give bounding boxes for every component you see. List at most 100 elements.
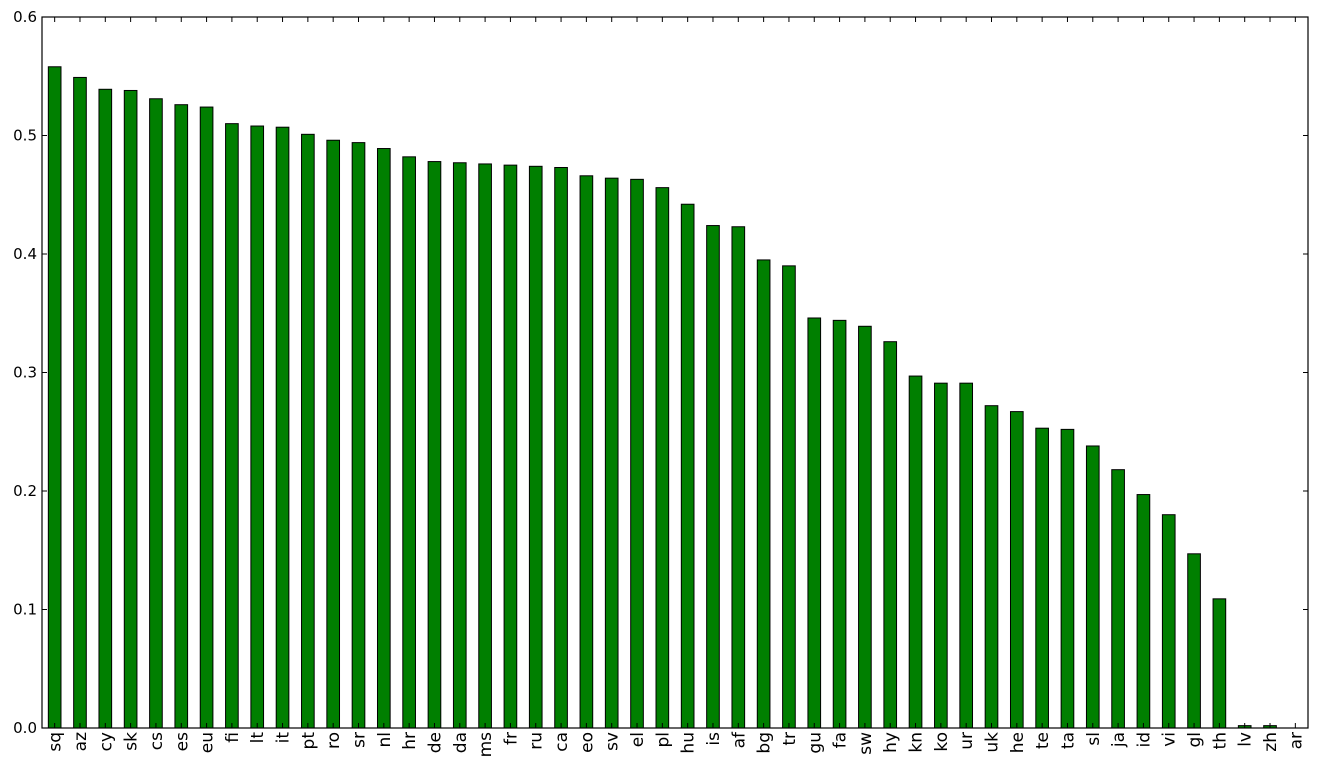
bar-vi	[1161, 514, 1176, 729]
x-tick-label-eu: eu	[198, 732, 218, 753]
x-tick-label-az: az	[71, 732, 91, 751]
x-tick-labels: sq az cy sk cs es eu fi lt it pt ro sr nl hr de da ms fr ru…	[46, 731, 1307, 757]
x-tick-label-ms: ms	[476, 732, 496, 758]
x-tick-label-ca: ca	[552, 732, 572, 752]
bar-az	[73, 76, 87, 729]
bar-eu	[199, 106, 214, 729]
x-tick-label-sr: sr	[350, 732, 370, 748]
x-tick-label-ja: ja	[1109, 732, 1129, 748]
x-tick-label-sl: sl	[1084, 732, 1104, 746]
x-tick-label-th: th	[1210, 732, 1230, 749]
x-tick-label-pt: pt	[299, 732, 319, 750]
x-tick-label-fr: fr	[501, 732, 521, 745]
bar-sq	[47, 66, 62, 729]
y-tick-label-0.4: 0.4	[13, 245, 37, 263]
x-tick-label-ro: ro	[324, 732, 344, 749]
x-tick-label-fi: fi	[223, 732, 243, 743]
y-tick-label-0.5: 0.5	[13, 127, 37, 145]
x-tick-label-sq: sq	[46, 732, 66, 752]
bar-es	[174, 104, 189, 729]
bar-id	[1136, 494, 1151, 729]
bar-sl	[1085, 445, 1100, 729]
bar-ro	[326, 139, 341, 729]
x-tick-label-sv: sv	[603, 732, 623, 751]
y-tick-label-0.6: 0.6	[13, 8, 37, 26]
bar-hy	[883, 341, 898, 729]
x-tick-label-he: he	[1008, 732, 1028, 753]
bar-sr	[351, 142, 366, 729]
bar-eo	[579, 175, 594, 729]
bar-lt	[250, 125, 265, 729]
x-tick-label-da: da	[451, 732, 471, 753]
x-tick-label-vi: vi	[1160, 732, 1180, 747]
bar-tr	[782, 265, 796, 729]
x-tick-label-lv: lv	[1236, 732, 1256, 747]
bar-ta	[1060, 428, 1075, 729]
x-tick-label-pl: pl	[653, 732, 673, 748]
x-tick-label-ur: ur	[957, 732, 977, 750]
bar-ko	[934, 382, 948, 729]
y-tick-labels: 0.0 0.1 0.2 0.3 0.4 0.5 0.6	[13, 8, 37, 737]
bar-da	[452, 162, 467, 729]
y-tick-label-0.2: 0.2	[13, 482, 37, 500]
y-tick-label-0.3: 0.3	[13, 364, 37, 382]
x-tick-label-hu: hu	[679, 732, 699, 754]
bar-it	[275, 126, 290, 729]
x-tick-label-is: is	[704, 732, 724, 746]
x-tick-label-af: af	[729, 731, 749, 748]
x-tick-label-de: de	[425, 732, 445, 753]
x-tick-label-cs: cs	[147, 732, 167, 750]
bar-te	[1035, 427, 1049, 729]
x-tick-label-uk: uk	[983, 732, 1003, 753]
bar-ms	[478, 163, 492, 729]
x-tick-label-sk: sk	[122, 732, 142, 751]
bar-hr	[402, 156, 416, 729]
bar-ur	[959, 382, 974, 729]
x-tick-label-bg: bg	[755, 732, 775, 754]
bar-gl	[1187, 553, 1201, 729]
bar-af	[731, 226, 746, 729]
bar-ja	[1111, 469, 1125, 729]
x-tick-label-it: it	[274, 732, 294, 744]
bar-sw	[858, 325, 872, 729]
ticks-layer	[42, 16, 1308, 729]
x-tick-label-cy: cy	[96, 732, 116, 751]
x-tick-label-te: te	[1033, 732, 1053, 749]
x-tick-label-zh: zh	[1261, 732, 1281, 752]
y-tick-label-0.1: 0.1	[13, 601, 37, 619]
bar-cy	[98, 88, 113, 729]
bar-cs	[149, 98, 163, 729]
bar-sv	[604, 177, 619, 729]
bar-el	[630, 178, 644, 729]
bar-gu	[807, 317, 822, 729]
x-tick-label-hr: hr	[400, 732, 420, 750]
x-tick-label-lt: lt	[248, 732, 268, 744]
bar-hu	[680, 203, 695, 729]
y-tick-label-0.0: 0.0	[13, 719, 37, 737]
x-tick-label-sw: sw	[856, 732, 876, 755]
x-tick-label-eo: eo	[577, 732, 597, 753]
x-tick-label-id: id	[1134, 732, 1154, 748]
x-tick-label-el: el	[628, 732, 648, 747]
bar-de	[427, 161, 442, 729]
x-tick-label-ko: ko	[932, 732, 952, 752]
x-tick-label-ru: ru	[527, 732, 547, 750]
bar-kn	[908, 375, 923, 729]
bar-fi	[225, 123, 239, 729]
bar-th	[1212, 598, 1227, 729]
bar-bg	[756, 259, 771, 729]
x-tick-label-gu: gu	[805, 732, 825, 754]
plot-frame	[41, 16, 1309, 729]
bar-pt	[301, 133, 315, 729]
x-tick-label-es: es	[172, 732, 192, 751]
x-tick-label-nl: nl	[375, 732, 395, 748]
bar-pl	[655, 187, 670, 729]
bar-sk	[123, 89, 138, 729]
x-tick-label-fa: fa	[831, 732, 851, 748]
x-tick-label-kn: kn	[907, 732, 927, 753]
x-tick-label-gl: gl	[1185, 732, 1205, 748]
bar-ru	[528, 165, 543, 729]
bar-fr	[503, 164, 518, 729]
